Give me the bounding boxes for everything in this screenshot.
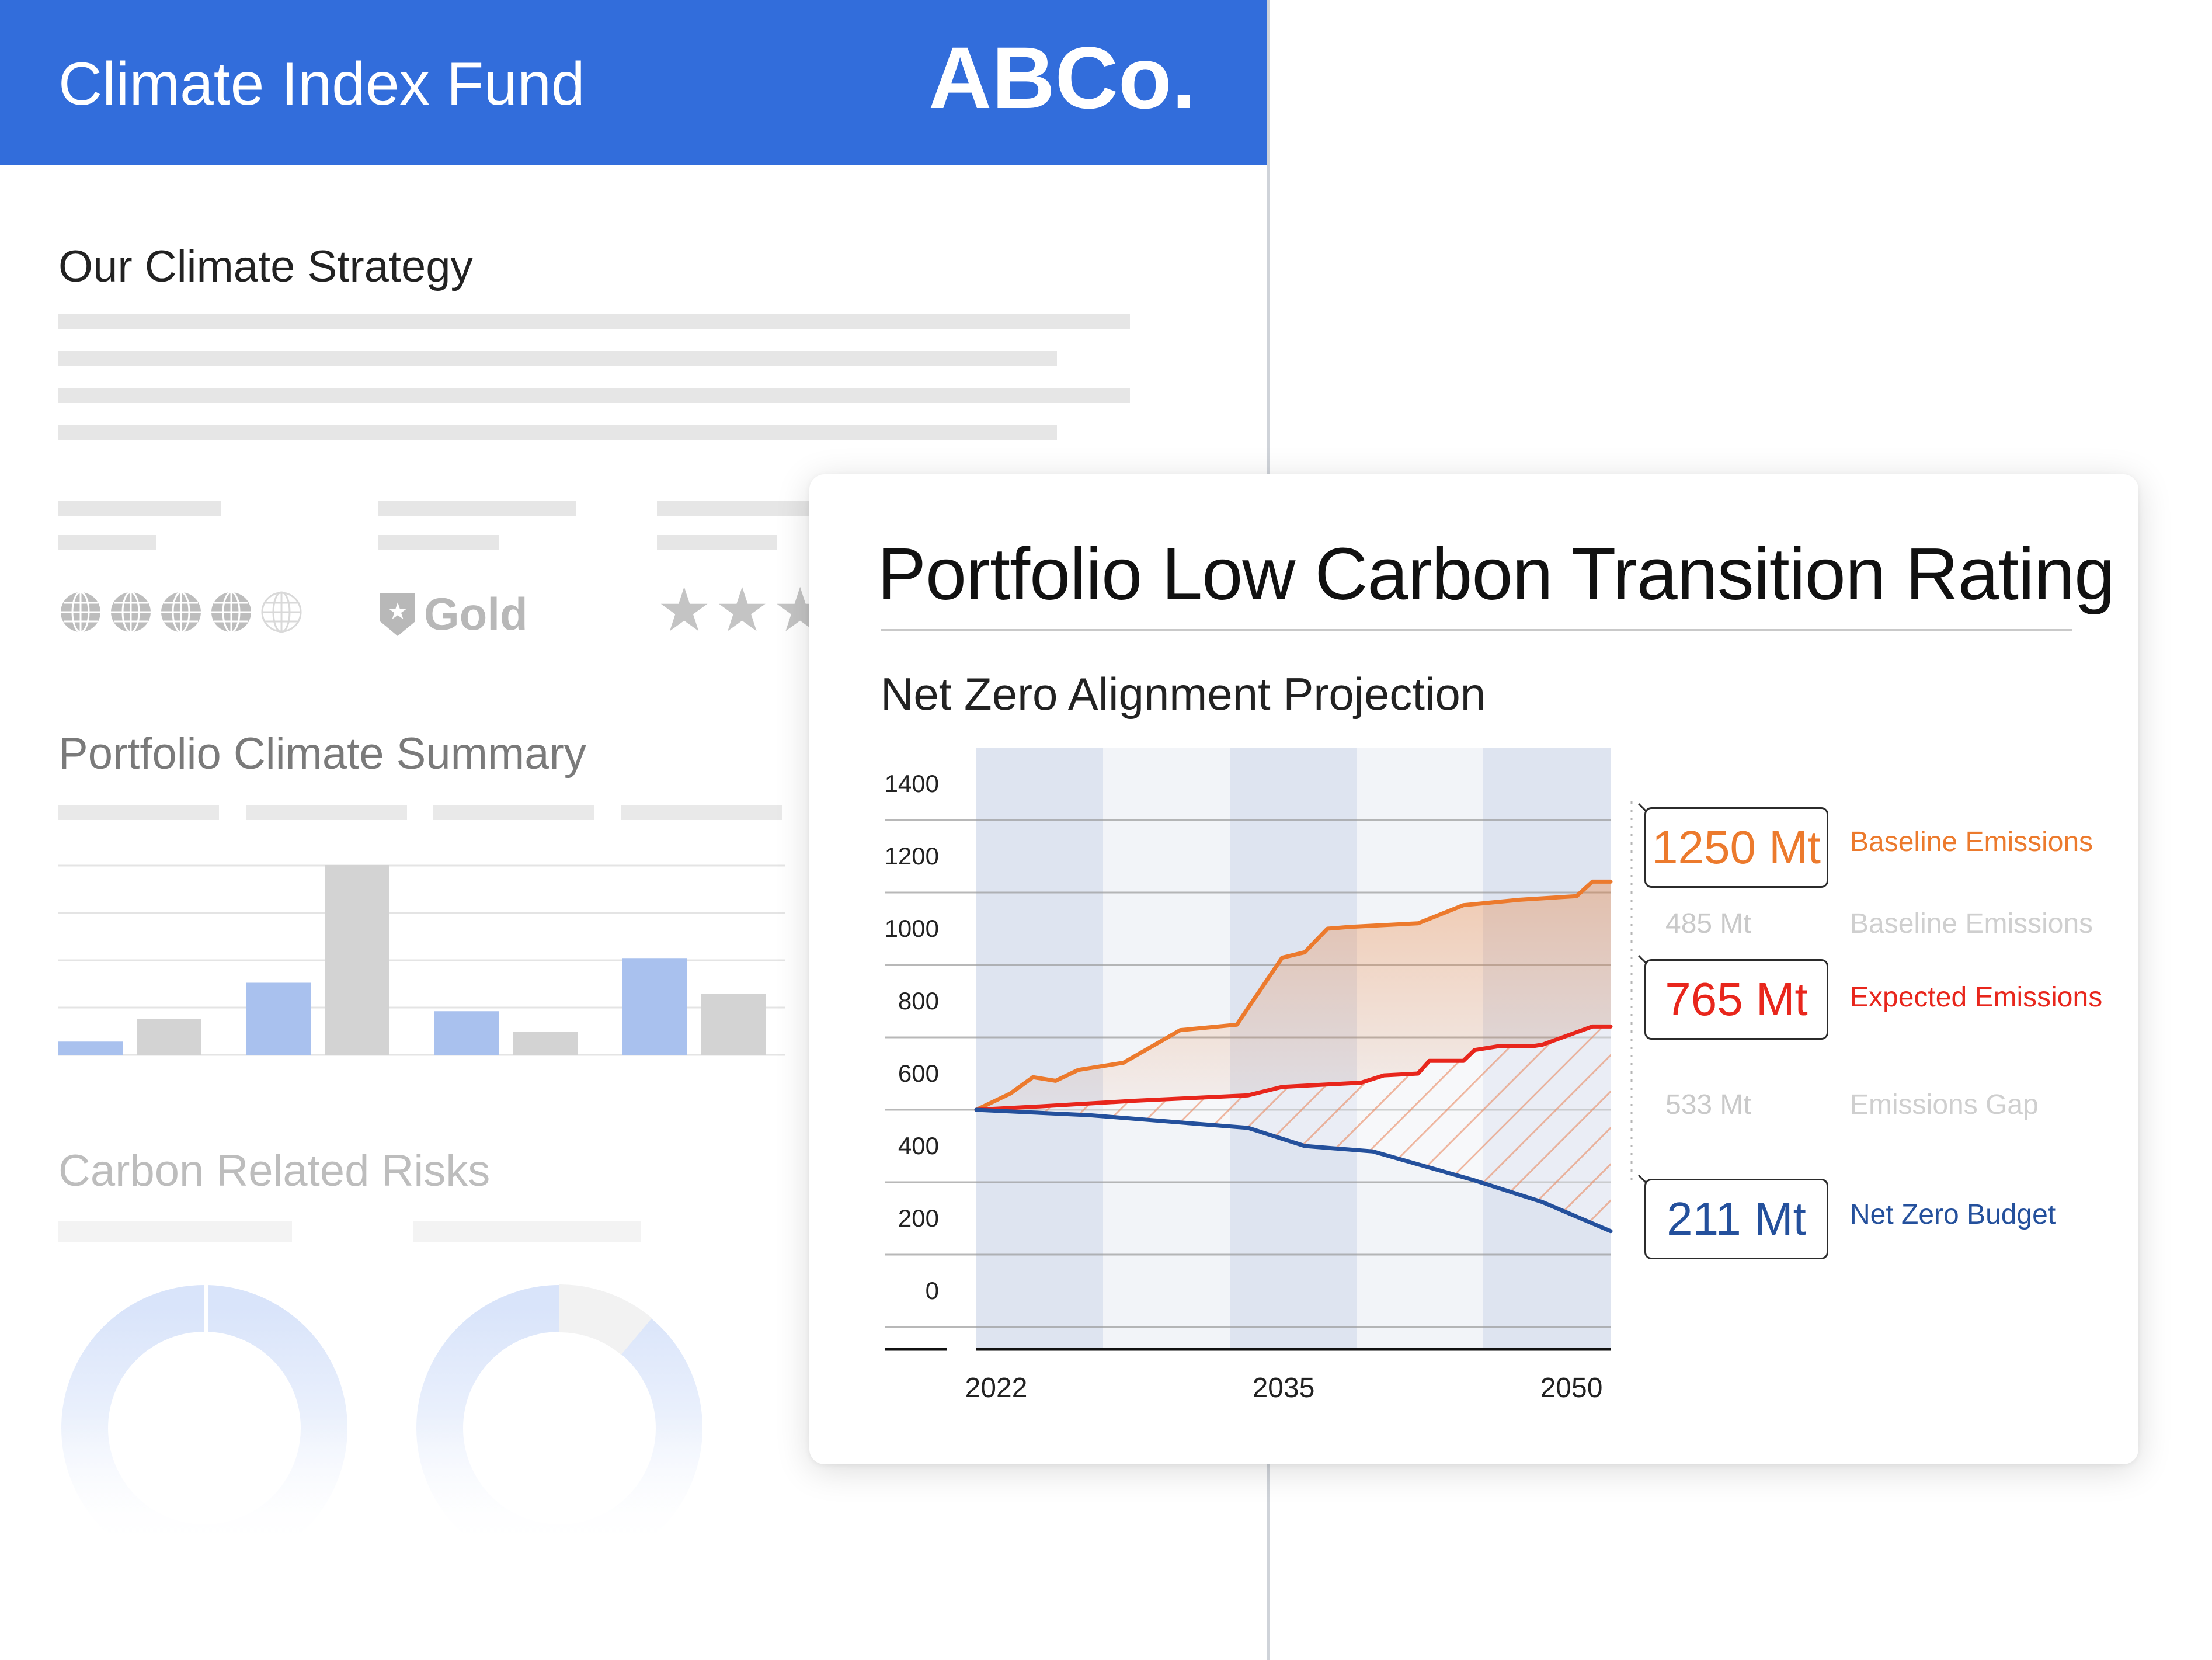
baseline-secondary-value: 485 Mt [1665, 908, 1751, 939]
metric-label-placeholder [657, 535, 777, 550]
fade-overlay [0, 1414, 818, 1577]
x-tick-label: 2050 [1540, 1373, 1603, 1404]
baseline-secondary-label: Baseline Emissions [1850, 908, 2093, 939]
y-tick-label: 1200 [885, 842, 939, 870]
globe-rating-icon [161, 591, 201, 633]
summary-label-placeholder [433, 805, 594, 820]
report-document: Climate Index Fund ABCo. Our Climate Str… [0, 0, 1270, 1660]
brand-logo: ABCo. [928, 29, 1197, 127]
chart-band [976, 748, 1103, 1349]
risks-heading: Carbon Related Risks [58, 1146, 491, 1196]
summary-bar-blue [434, 1011, 499, 1055]
emissions-gap-area [976, 1026, 1611, 1231]
strategy-heading: Our Climate Strategy [58, 242, 473, 291]
risk-label-placeholder [58, 1221, 292, 1242]
title-divider [881, 629, 2072, 631]
report-title: Climate Index Fund [58, 50, 585, 118]
text-placeholder-line [58, 351, 1057, 366]
y-tick-label: 200 [898, 1204, 939, 1232]
net-zero-projection-chart: 1400 1200 1000 800 600 400 200 0 2022 2035 2050 [885, 748, 1633, 1404]
expected-label: Expected Emissions [1850, 982, 2103, 1013]
baseline-emissions-line [974, 879, 1613, 1112]
expected-emissions-line [974, 1024, 1613, 1112]
report-header: Climate Index Fund ABCo. [0, 0, 1267, 165]
metric-label-placeholder [58, 501, 221, 516]
metric-label-placeholder [657, 501, 832, 516]
summary-label-placeholder [621, 805, 782, 820]
baseline-label: Baseline Emissions [1850, 826, 2093, 857]
text-placeholder-line [58, 314, 1130, 329]
card-title: Portfolio Low Carbon Transition Rating [877, 533, 2115, 615]
y-tick-label: 400 [898, 1132, 939, 1159]
globe-rating-icon [211, 591, 251, 633]
gap-label: Emissions Gap [1850, 1089, 2039, 1120]
baseline-area [976, 881, 1611, 1110]
chart-title: Net Zero Alignment Projection [881, 668, 1486, 720]
baseline-value-callout: 1250 Mt [1644, 807, 1828, 888]
y-tick-label: 1400 [885, 770, 939, 797]
metric-label-placeholder [378, 535, 499, 550]
net-zero-budget-line [974, 1107, 1613, 1234]
summary-bar-blue [58, 1041, 123, 1055]
summary-bar-gray [701, 994, 766, 1055]
summary-label-placeholder [246, 805, 407, 820]
risk-label-placeholder [413, 1221, 641, 1242]
summary-bar-blue [246, 982, 311, 1055]
summary-bar-blue [622, 958, 687, 1055]
gold-rating-label: Gold [424, 588, 528, 640]
transition-rating-card: Portfolio Low Carbon Transition Rating N… [809, 474, 2138, 1464]
y-tick-label: 1000 [885, 915, 939, 942]
svg-text:★: ★ [387, 598, 408, 625]
medal-badge-icon: ★ [380, 593, 415, 636]
summary-bar-gray [513, 1032, 578, 1055]
globe-rating-icon [111, 591, 151, 633]
metric-label-placeholder [58, 535, 156, 550]
summary-heading: Portfolio Climate Summary [58, 729, 586, 779]
text-placeholder-line [58, 388, 1130, 403]
netzero-label: Net Zero Budget [1850, 1199, 2056, 1230]
summary-label-placeholder [58, 805, 219, 820]
expected-value-callout: 765 Mt [1644, 959, 1828, 1040]
y-tick-label: 600 [898, 1060, 939, 1087]
y-tick-label: 800 [898, 987, 939, 1015]
metric-label-placeholder [378, 501, 576, 516]
summary-bar-gray [137, 1019, 201, 1055]
netzero-value-callout: 211 Mt [1644, 1179, 1828, 1259]
x-tick-label: 2022 [965, 1373, 1028, 1404]
text-placeholder-line [58, 425, 1057, 440]
summary-bar-chart [58, 864, 785, 1056]
gap-value: 533 Mt [1665, 1089, 1751, 1120]
globe-rating-icon [61, 591, 100, 633]
x-tick-label: 2035 [1253, 1373, 1315, 1404]
summary-bar-gray [325, 865, 389, 1055]
y-tick-label: 0 [926, 1277, 939, 1304]
globe-rating-icon-empty [261, 591, 302, 633]
